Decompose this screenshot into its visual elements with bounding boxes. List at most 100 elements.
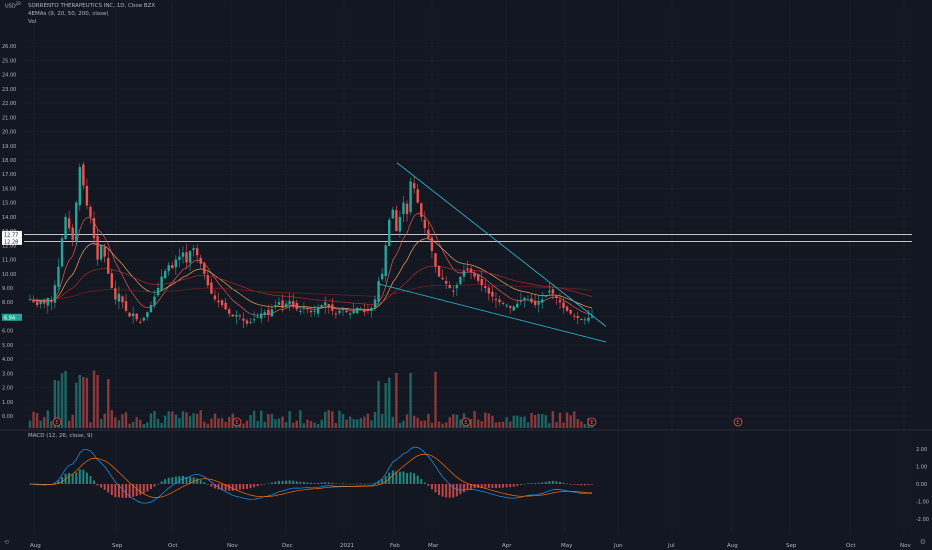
gear-icon[interactable]: ⚙ <box>919 538 926 546</box>
price-tick: 12.00 <box>2 243 16 249</box>
volume-bar <box>373 411 377 428</box>
macd-histogram-bar <box>196 478 199 484</box>
macd-histogram-bar <box>580 484 583 486</box>
candle-body <box>178 256 181 260</box>
volume-bar <box>103 413 106 428</box>
candle-body <box>203 262 206 274</box>
candle-body <box>309 310 313 313</box>
macd-histogram-bar <box>260 484 263 485</box>
candle-body <box>43 299 46 304</box>
time-tick: Feb <box>390 543 400 549</box>
trendlines[interactable] <box>377 162 607 343</box>
macd-histogram-bar <box>366 483 369 485</box>
volume-bar <box>160 423 163 428</box>
volume-bar <box>227 416 231 428</box>
macd-histogram-bar <box>462 484 465 493</box>
candle-body <box>384 245 387 277</box>
volume-bar <box>412 415 416 428</box>
macd-histogram-bar <box>402 471 405 484</box>
volume-bar <box>348 416 352 428</box>
macd-histogram-bar <box>249 484 252 489</box>
candle-body <box>427 229 430 239</box>
candle-body <box>124 301 128 311</box>
candle-body <box>92 218 96 239</box>
candle-body <box>313 310 316 312</box>
macd-histogram-bar <box>149 484 152 489</box>
price-tick: 25.00 <box>2 58 16 64</box>
volume-bar <box>32 411 35 428</box>
candle-body <box>484 286 487 288</box>
macd-pane: 2.00 1.00 0.00 -1.00 -2.00 <box>29 446 929 523</box>
candle-body <box>78 167 81 206</box>
volume-bar <box>516 415 519 428</box>
time-tick: Sep <box>786 543 797 549</box>
volume-bar <box>327 410 330 428</box>
macd-histogram-bar <box>370 483 373 485</box>
signal-line <box>29 453 593 498</box>
candle-body <box>284 303 288 308</box>
time-tick: Oct <box>846 543 856 549</box>
candle-body <box>466 268 469 270</box>
macd-histogram-bar <box>455 484 458 497</box>
volume-bar <box>384 383 387 428</box>
volume-bar <box>441 423 444 428</box>
ema-legend[interactable]: 4EMAs (9, 20, 50, 200, close) <box>28 11 109 17</box>
macd-histogram-bar <box>487 484 490 488</box>
candle-body <box>430 237 434 252</box>
macd-histogram-bar <box>374 482 377 484</box>
volume-bar <box>174 414 178 428</box>
volume-bar <box>491 415 494 428</box>
candle-body <box>199 257 202 264</box>
price-tick: 20.00 <box>2 130 16 136</box>
volume-bar <box>423 420 427 428</box>
time-tick: 2021 <box>340 543 354 549</box>
volume-bar <box>220 418 224 428</box>
price-tick: 1.00 <box>2 400 13 406</box>
candle-body <box>388 219 391 246</box>
candle-body <box>448 285 451 288</box>
macd-histogram-bar <box>270 482 273 484</box>
candle-body <box>444 281 448 284</box>
volume-bar <box>533 414 537 428</box>
candlesticks <box>28 161 594 328</box>
candle-body <box>420 203 423 217</box>
volume-bar <box>302 423 306 428</box>
candle-body <box>523 297 526 301</box>
earnings-marker <box>232 417 242 427</box>
candle-body <box>256 316 259 318</box>
volume-bar <box>71 414 74 428</box>
earnings-label: E <box>590 420 593 426</box>
volume-bar <box>92 370 96 428</box>
horizontal-levels[interactable] <box>24 233 912 242</box>
macd-legend[interactable]: MACD (12, 26, close, 9) <box>28 433 93 439</box>
price-tick: 11.00 <box>2 258 16 264</box>
vol-legend[interactable]: Vol <box>28 19 37 25</box>
earnings-label: E <box>55 420 58 426</box>
candle-body <box>249 322 252 324</box>
reset-icon[interactable]: ⟲ <box>4 539 10 546</box>
volume-bar <box>452 414 455 428</box>
volume-bar <box>352 419 355 428</box>
macd-histogram-bar <box>267 483 270 485</box>
candle-body <box>544 295 547 297</box>
volume-bar <box>356 419 359 428</box>
volume-bar <box>50 421 53 428</box>
macd-histogram-bar <box>242 484 245 490</box>
volume-bar <box>181 411 185 428</box>
candle-body <box>242 318 245 321</box>
volume-bar <box>494 422 498 428</box>
candle-body <box>487 287 491 294</box>
candle-body <box>324 302 327 306</box>
volume-bar <box>249 415 252 428</box>
volume-bar <box>288 411 291 428</box>
macd-histogram-bar <box>125 484 128 498</box>
symbol-legend[interactable]: SORRENTO THERAPEUTICS INC, 1D, Cboe BZX <box>28 3 156 9</box>
macd-histogram-bar <box>68 473 71 484</box>
candle-body <box>359 309 362 311</box>
candle-body <box>274 305 277 307</box>
candle-body <box>299 310 302 312</box>
macd-histogram-bar <box>235 484 238 491</box>
volume-bar <box>85 377 89 428</box>
